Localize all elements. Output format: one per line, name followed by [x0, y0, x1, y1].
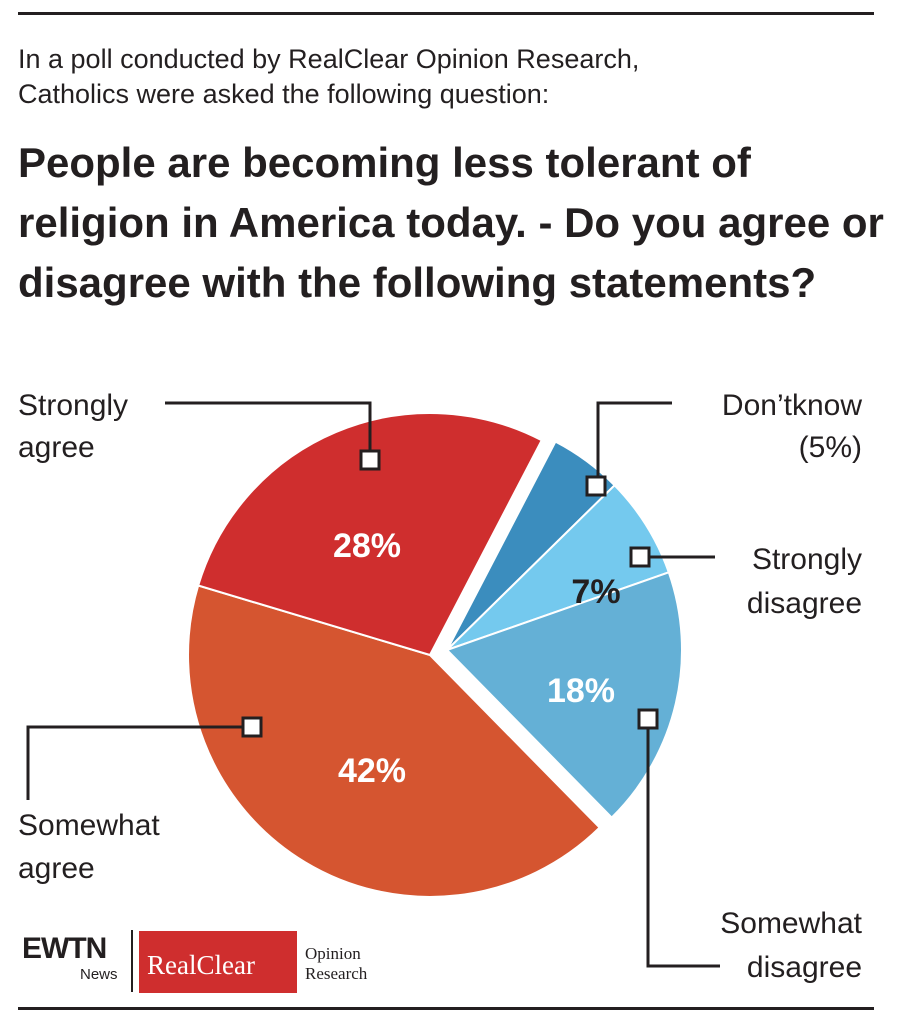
- slice-somewhat-agree: [187, 584, 602, 898]
- realclear-logo-box: [139, 931, 297, 993]
- research-label: Research: [305, 964, 368, 983]
- marker-dont-know: [585, 475, 607, 497]
- label-somewhat-agree-2: agree: [18, 852, 95, 885]
- slice-labels: Strongly agree Don’tknow (5%) Strongly disagr…: [18, 389, 863, 984]
- leader-somewhat-agree: [26, 725, 252, 800]
- value-strongly-agree: 28%: [333, 527, 401, 565]
- realclear-logo-text: RealClear: [147, 950, 255, 980]
- label-somewhat-disagree-2: disagree: [747, 951, 862, 984]
- label-somewhat-disagree-1: Somewhat: [720, 907, 862, 940]
- label-strongly-disagree-2: disagree: [747, 587, 862, 620]
- leader-dont-know: [596, 401, 672, 486]
- intro-line-2: Catholics were asked the following quest…: [18, 79, 550, 109]
- label-strongly-agree-2: agree: [18, 431, 95, 464]
- intro-text: In a poll conducted by RealClear Opinion…: [18, 42, 878, 112]
- slice-strongly-agree: [196, 411, 544, 657]
- label-dont-know-2: (5%): [799, 431, 862, 464]
- label-somewhat-agree-1: Somewhat: [18, 809, 160, 842]
- logo-separator: [131, 930, 133, 992]
- marker-strongly-agree: [359, 449, 381, 471]
- question-title: People are becoming less tolerant of rel…: [18, 139, 884, 306]
- label-strongly-disagree-1: Strongly: [752, 543, 862, 576]
- value-somewhat-disagree: 18%: [547, 672, 615, 710]
- label-dont-know-1: Don’tknow: [722, 389, 862, 422]
- value-labels: 28% 42% 18% 7%: [333, 527, 621, 790]
- leader-lines: [26, 401, 720, 968]
- marker-somewhat-agree: [241, 716, 263, 738]
- ewtn-logo: EWTN: [22, 932, 107, 965]
- opinion-label: Opinion: [305, 944, 361, 963]
- leader-somewhat-disagree: [646, 719, 720, 968]
- slice-strongly-disagree: [446, 483, 671, 651]
- bottom-rule: [18, 1007, 874, 1010]
- marker-strongly-disagree: [629, 546, 651, 568]
- value-somewhat-agree: 42%: [338, 752, 406, 790]
- intro-line-1: In a poll conducted by RealClear Opinion…: [18, 44, 640, 74]
- label-strongly-agree-1: Strongly: [18, 389, 128, 422]
- top-rule: [18, 12, 874, 15]
- slice-somewhat-disagree: [445, 571, 683, 820]
- value-strongly-disagree: 7%: [571, 573, 620, 611]
- leader-strongly-agree: [165, 401, 372, 460]
- marker-somewhat-disagree: [637, 708, 659, 730]
- pie-slices: [187, 411, 683, 898]
- ewtn-news-label: News: [80, 966, 118, 983]
